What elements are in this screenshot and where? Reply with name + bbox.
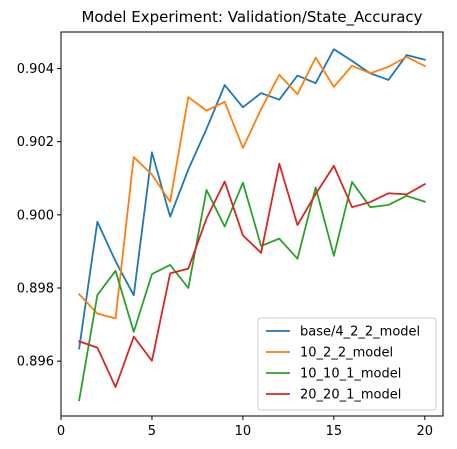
legend-label-1: 10_2_2_model (300, 346, 393, 361)
x-tick-label: 15 (326, 424, 343, 439)
y-tick-label: 0.902 (17, 135, 54, 150)
legend-label-2: 10_10_1_model (300, 367, 401, 382)
series-line-0 (78, 48, 426, 350)
legend-label-3: 20_20_1_model (300, 388, 401, 403)
legend: base/4_2_2_model 10_2_2_model 10_10_1_mode… (257, 317, 437, 411)
legend-label-0: base/4_2_2_model (300, 325, 420, 340)
y-axis: 0.896 0.898 0.900 0.902 0.904 (17, 62, 61, 370)
x-tick-label: 0 (57, 424, 65, 439)
y-tick-label: 0.896 (17, 355, 54, 370)
x-axis: 0 5 10 15 20 (57, 416, 433, 439)
plot-frame (60, 31, 444, 417)
y-tick-label: 0.904 (17, 62, 54, 77)
x-tick-label: 20 (417, 424, 434, 439)
series-line-1 (77, 55, 427, 320)
plot-area (60, 31, 444, 417)
x-tick-label: 10 (235, 424, 252, 439)
series-line-3 (78, 162, 427, 389)
legend-box (257, 317, 437, 411)
chart-title: Model Experiment: Validation/State_Accur… (81, 8, 422, 27)
x-tick-label: 5 (148, 424, 156, 439)
y-tick-label: 0.900 (17, 208, 54, 223)
y-tick-label: 0.898 (17, 282, 54, 297)
